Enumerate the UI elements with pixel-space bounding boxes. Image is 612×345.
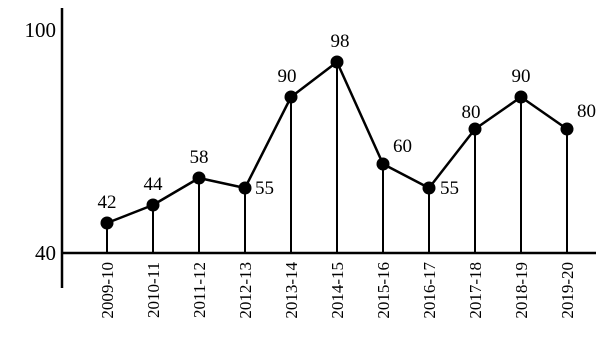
data-point-2013-14 (284, 90, 298, 104)
x-tick-labels: 2009-10 2010-11 2011-12 2012-13 2013-14 2014-… (98, 262, 577, 319)
data-label-2017-18: 80 (462, 102, 481, 123)
data-label-2010-11: 44 (144, 174, 164, 195)
y-tick-label-100: 100 (25, 18, 57, 42)
data-label-2018-19: 90 (512, 66, 531, 87)
data-point-2018-19 (514, 90, 528, 104)
y-tick-labels: 40 100 (25, 18, 57, 265)
data-label-2015-16: 60 (393, 136, 412, 157)
data-point-2016-17 (422, 181, 436, 195)
data-point-2009-10 (100, 216, 114, 230)
data-point-2010-11 (146, 198, 160, 212)
data-label-2014-15: 98 (331, 31, 350, 52)
data-labels: 42 44 58 55 90 98 60 55 80 90 80 (98, 31, 597, 213)
x-tick-label-2010-11: 2010-11 (144, 262, 163, 318)
x-tick-label-2013-14: 2013-14 (282, 262, 301, 319)
data-point-2012-13 (238, 181, 252, 195)
x-tick-label-2016-17: 2016-17 (420, 262, 439, 319)
data-point-2015-16 (376, 157, 390, 171)
data-label-2009-10: 42 (98, 192, 117, 213)
data-point-2011-12 (192, 171, 206, 185)
y-tick-label-40: 40 (35, 241, 56, 265)
x-tick-label-2011-12: 2011-12 (190, 262, 209, 318)
data-label-2016-17: 55 (440, 178, 459, 199)
drop-lines (106, 62, 568, 253)
x-tick-label-2017-18: 2017-18 (466, 262, 485, 319)
x-tick-label-2015-16: 2015-16 (374, 262, 393, 319)
x-tick-label-2012-13: 2012-13 (236, 262, 255, 319)
data-label-2012-13: 55 (255, 178, 274, 199)
data-label-2011-12: 58 (190, 147, 209, 168)
data-label-2019-20: 80 (577, 101, 596, 122)
x-tick-label-2009-10: 2009-10 (98, 262, 117, 319)
data-point-2017-18 (468, 122, 482, 136)
data-point-2019-20 (560, 122, 574, 136)
data-label-2013-14: 90 (278, 66, 297, 87)
data-points (100, 55, 574, 230)
x-tick-label-2019-20: 2019-20 (558, 262, 577, 319)
x-tick-label-2014-15: 2014-15 (328, 262, 347, 319)
data-point-2014-15 (330, 55, 344, 69)
x-tick-label-2018-19: 2018-19 (512, 262, 531, 319)
